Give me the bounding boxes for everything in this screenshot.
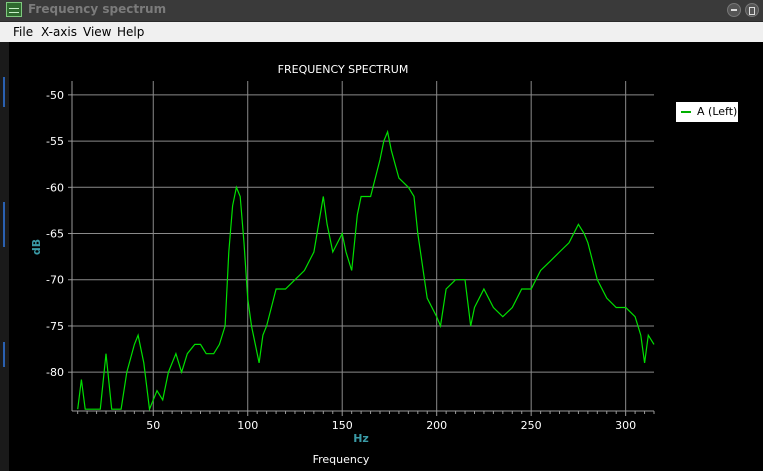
x-tick-label: 300 [615,419,636,432]
menu-x-axis[interactable]: X-axis [41,25,77,39]
x-tick-label: 200 [426,419,447,432]
x-axis-ticks: 50 100 150 200 250 300 [77,411,655,432]
spectrum-app-icon [6,2,22,17]
x-tick-label: 100 [237,419,258,432]
x-axis-unit: Hz [353,432,369,445]
chart-title: FREQUENCY SPECTRUM [278,63,409,76]
window-frame-left [0,42,9,471]
window-title: Frequency spectrum [28,2,167,16]
x-tick-label: 250 [521,419,542,432]
y-tick-label: -50 [46,89,64,102]
y-tick-label: -60 [46,181,64,194]
y-axis-label: dB [30,239,43,255]
y-tick-label: -65 [46,228,64,241]
legend: A (Left) [675,101,739,123]
minimize-icon[interactable] [727,3,741,17]
chart-background [9,42,763,471]
x-tick-label: 50 [146,419,160,432]
legend-series-label: A (Left) [697,105,738,118]
spectrum-chart: -50-55-60-65-70-75-80 50 100 150 200 250 300 … [9,42,763,471]
grid [72,81,654,411]
menu-help[interactable]: Help [117,25,145,39]
x-axis-label: Frequency [313,453,370,466]
menu-file[interactable]: File [13,25,34,39]
menu-view[interactable]: View [83,25,112,39]
title-bar: Frequency spectrum [0,0,763,22]
menu-bar: File X-axis View Help [0,22,763,43]
x-tick-label: 150 [332,419,353,432]
y-tick-label: -55 [46,135,64,148]
legend-series-swatch [681,111,691,113]
series-line-a-left [77,129,655,412]
y-tick-label: -75 [46,320,64,333]
y-axis-ticks: -50 -55 -60 -65 -70 -75 -80 [46,89,72,379]
maximize-icon[interactable] [745,3,759,17]
y-tick-label: -80 [46,366,64,379]
y-tick-label: -70 [46,274,64,287]
